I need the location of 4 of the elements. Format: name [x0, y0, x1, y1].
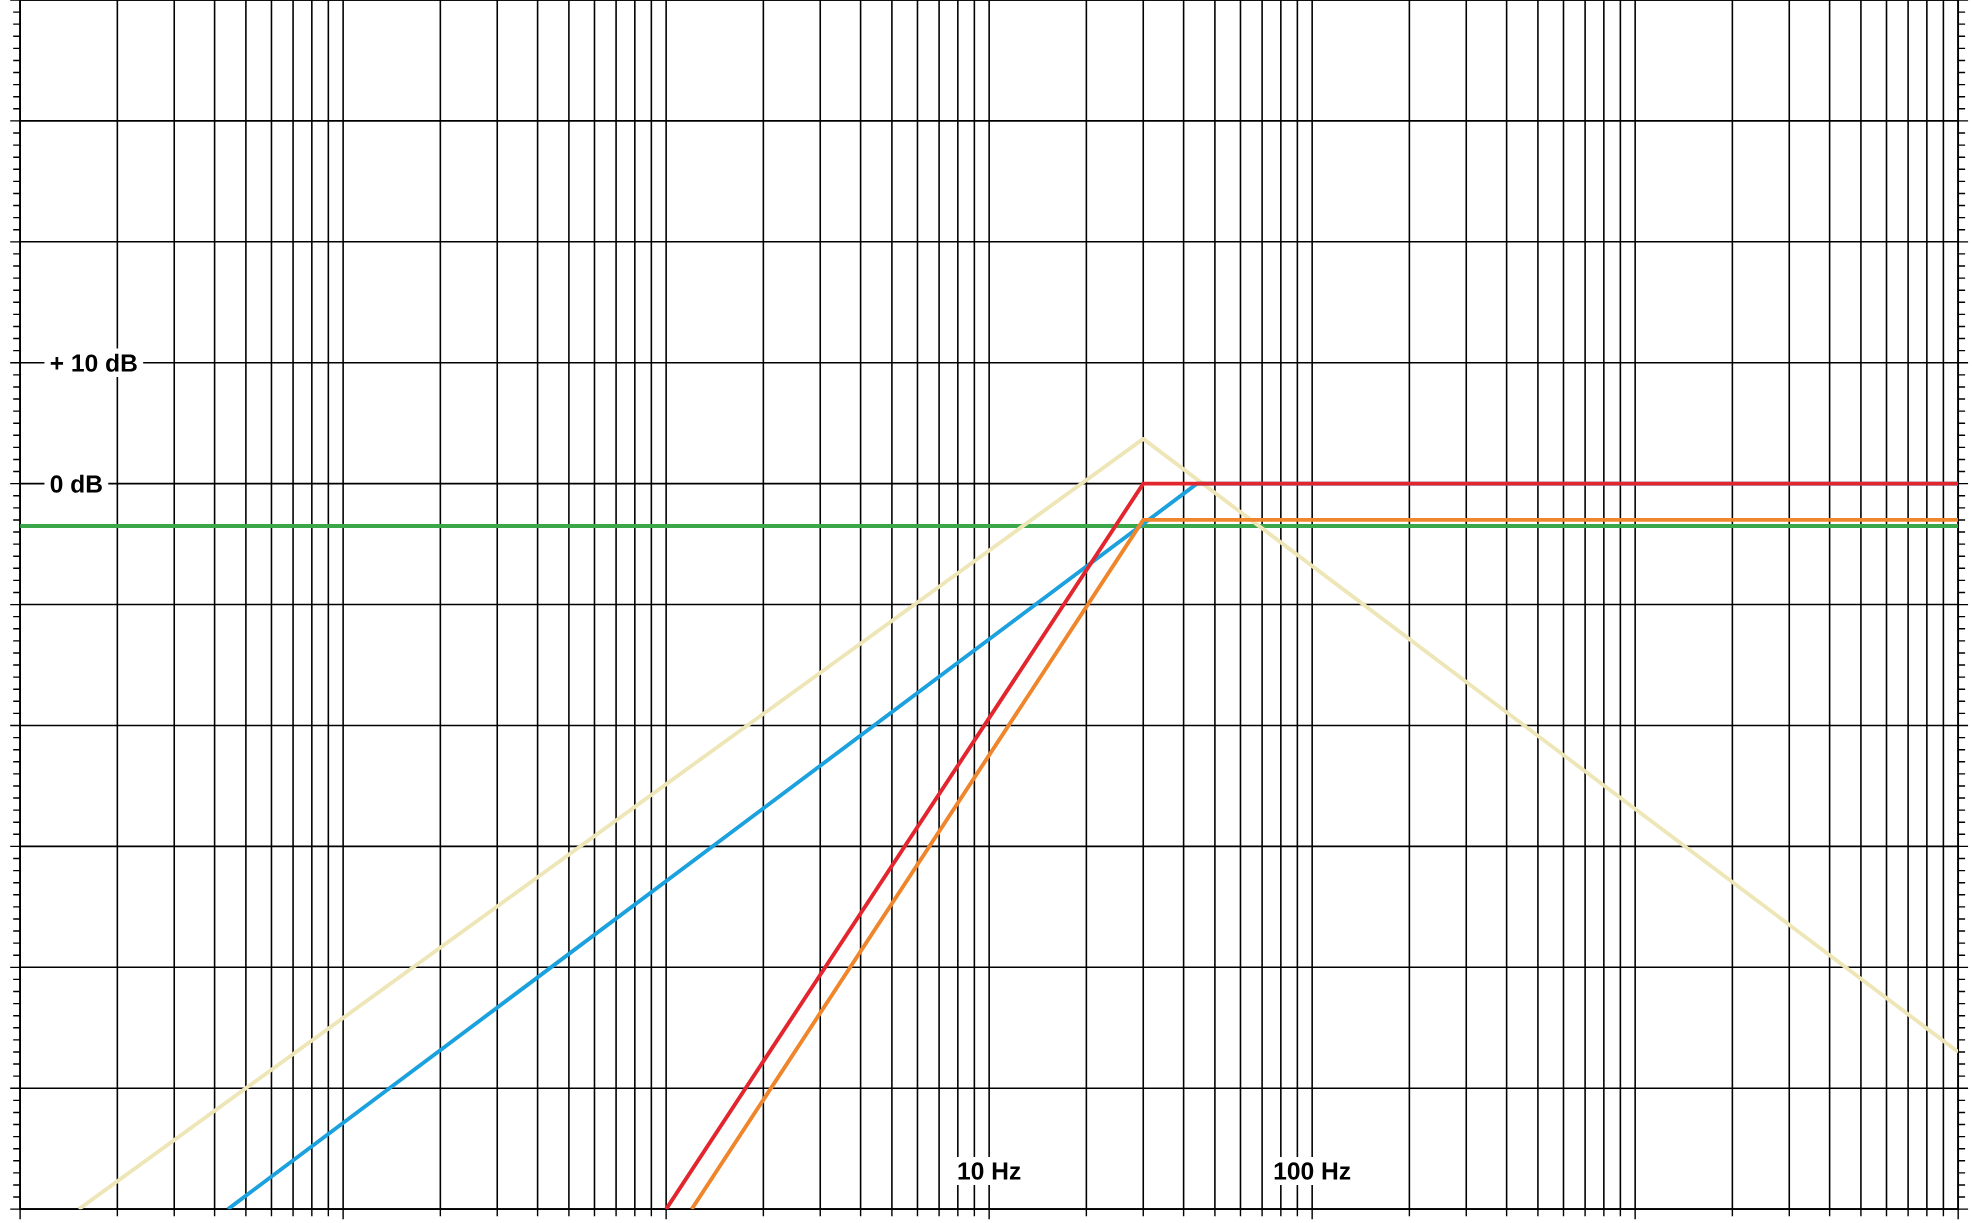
x-tick-label: 100 Hz [1274, 1162, 1351, 1180]
y-tick-label: 0 dB [50, 474, 102, 493]
y-tick-label: + 10 dB [50, 353, 137, 372]
x-tick-label: 10 Hz [958, 1162, 1021, 1180]
